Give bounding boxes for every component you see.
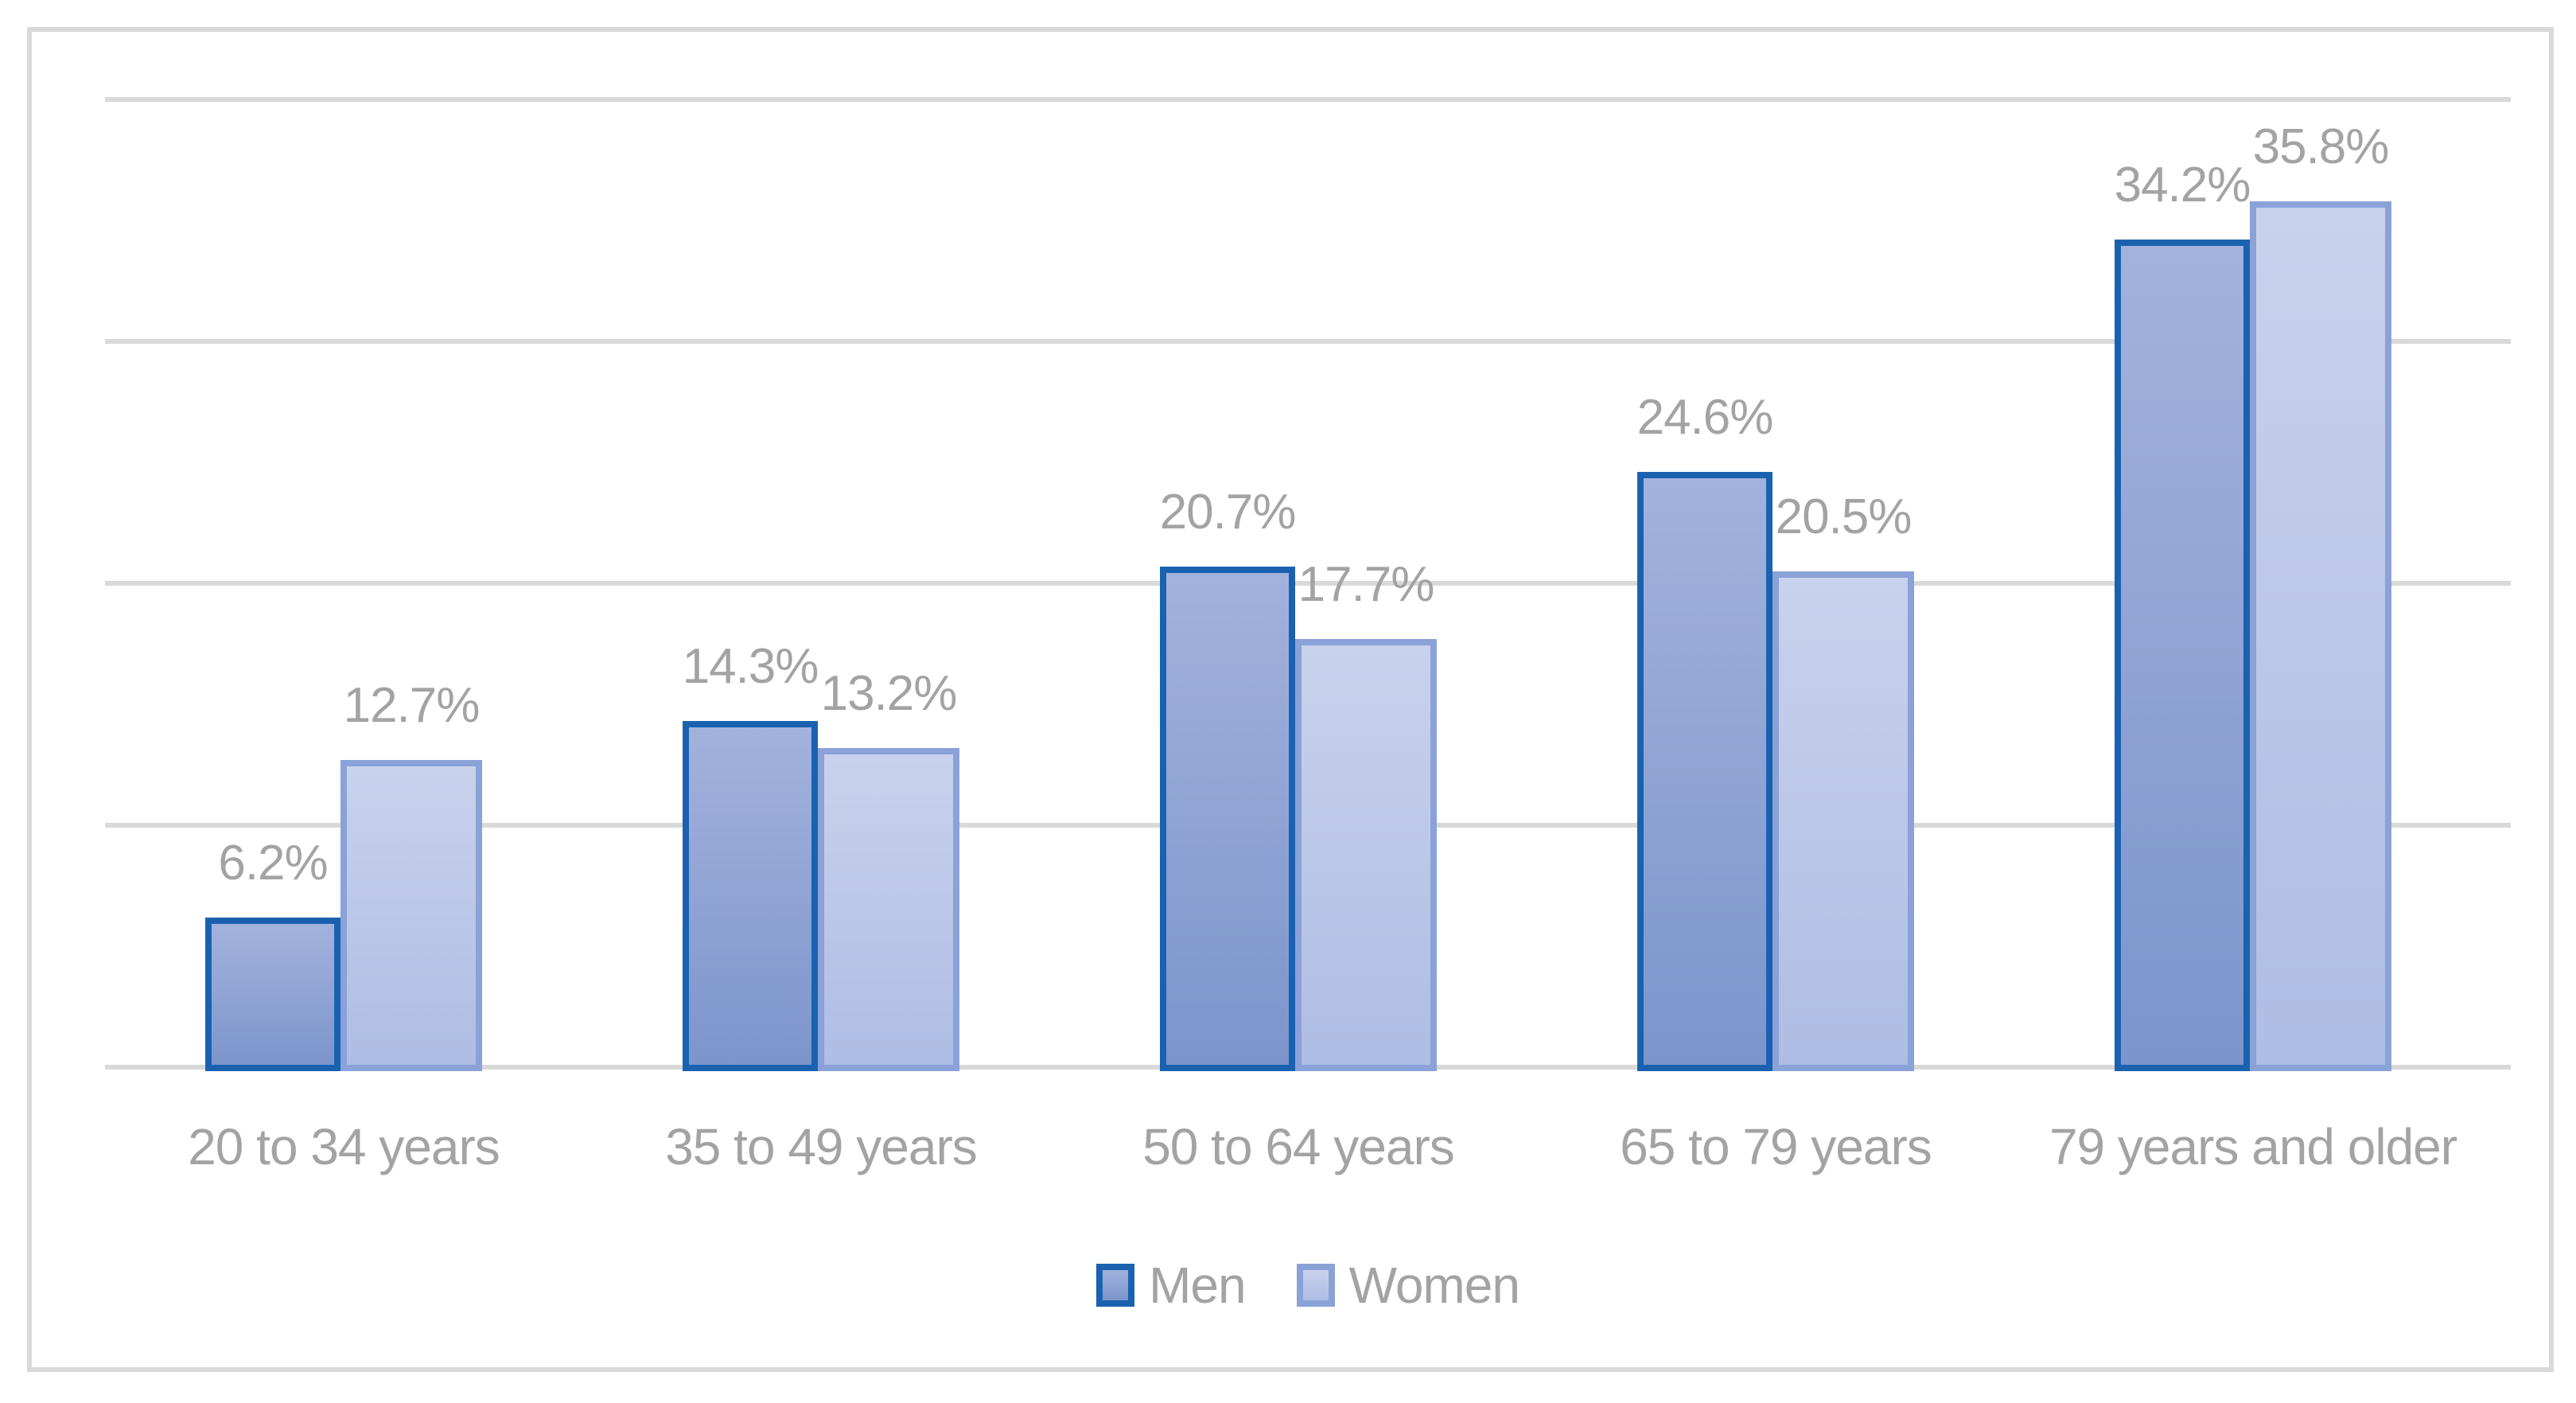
bar-women-35-to-49-years [818,748,959,1071]
legend-label-men: Men [1149,1257,1246,1314]
bar-women-50-to-64-years [1295,639,1437,1071]
x-axis-label-35-to-49-years: 35 to 49 years [665,1118,978,1175]
data-label-men-50-to-64-years: 20.7% [1159,485,1297,540]
gridline-40% [105,97,2511,102]
legend-item-women: Women [1296,1257,1520,1314]
gridline-20% [105,581,2511,586]
bar-women-79-years-and-older [2250,201,2391,1071]
data-label-women-20-to-34-years: 12.7% [343,678,481,733]
x-axis-label-50-to-64-years: 50 to 64 years [1142,1118,1455,1175]
data-label-men-35-to-49-years: 14.3% [682,639,819,694]
data-label-men-79-years-and-older: 34.2% [2114,158,2251,212]
bar-men-35-to-49-years [683,721,818,1071]
x-axis-label-65-to-79-years: 65 to 79 years [1620,1118,1932,1175]
bar-men-20-to-34-years [205,918,340,1071]
gridline-30% [105,339,2511,344]
bar-men-50-to-64-years [1160,567,1295,1071]
legend-label-women: Women [1348,1257,1520,1314]
bar-women-20-to-34-years [340,760,482,1071]
men-series-swatch-icon [1096,1264,1135,1307]
legend-item-men: Men [1096,1257,1247,1314]
bar-men-79-years-and-older [2115,240,2250,1071]
data-label-women-79-years-and-older: 35.8% [2252,119,2390,174]
women-series-swatch-icon [1296,1264,1335,1307]
data-label-women-35-to-49-years: 13.2% [820,666,958,721]
data-label-women-65-to-79-years: 20.5% [1775,489,1913,544]
data-label-men-20-to-34-years: 6.2% [218,836,328,891]
bar-men-65-to-79-years [1637,472,1772,1071]
bar-women-65-to-79-years [1772,571,1914,1071]
chart-legend: Men Women [105,1259,2511,1311]
x-axis-label-79-years-and-older: 79 years and older [2049,1118,2457,1175]
data-label-men-65-to-79-years: 24.6% [1636,390,1774,445]
data-label-women-50-to-64-years: 17.7% [1298,557,1435,612]
x-axis-label-20-to-34-years: 20 to 34 years [188,1118,500,1175]
